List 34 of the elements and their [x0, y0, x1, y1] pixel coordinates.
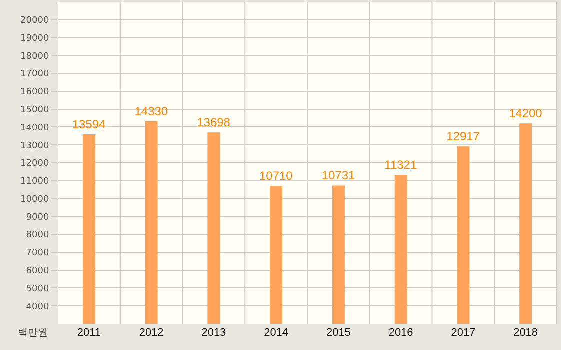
- data-label: 13594: [72, 117, 106, 132]
- x-tick-label: 2015: [326, 327, 351, 339]
- data-label: 14200: [508, 106, 543, 121]
- y-tick-label: 6000: [26, 266, 50, 276]
- y-tick-label: 19000: [20, 34, 50, 44]
- y-tick-label: 15000: [20, 105, 50, 116]
- y-tick-label: 17000: [20, 70, 50, 80]
- data-label: 13698: [197, 116, 231, 130]
- x-tick-label: 2018: [514, 327, 538, 339]
- data-label: 10710: [259, 169, 294, 184]
- y-tick-label: 9000: [26, 212, 50, 223]
- y-tick-label: 18000: [20, 52, 50, 62]
- y-tick-label: 12000: [20, 159, 50, 170]
- y-axis-title: 백만원: [18, 328, 48, 339]
- x-tick-label: 2013: [202, 327, 226, 339]
- data-label: 14330: [134, 104, 168, 118]
- data-label: 10731: [322, 168, 356, 183]
- y-tick-label: 4000: [26, 302, 50, 312]
- x-tick-label: 2017: [451, 327, 476, 339]
- x-tick-label: 2011: [77, 327, 102, 339]
- x-tick-label: 2014: [264, 327, 289, 339]
- data-label: 12917: [446, 130, 480, 144]
- y-tick-label: 5000: [26, 284, 50, 294]
- y-tick-label: 16000: [20, 88, 50, 98]
- x-tick-label: 2012: [139, 327, 164, 339]
- y-tick-label: 8000: [26, 230, 50, 241]
- y-tick-label: 14000: [20, 123, 50, 134]
- y-tick-label: 10000: [20, 194, 50, 205]
- data-label: 11321: [384, 158, 418, 172]
- y-tick-label: 7000: [26, 248, 50, 259]
- y-tick-label: 11000: [20, 177, 50, 188]
- x-tick-label: 2016: [388, 327, 414, 339]
- y-tick-label: 13000: [20, 141, 50, 152]
- y-tick-label: 20000: [20, 16, 50, 26]
